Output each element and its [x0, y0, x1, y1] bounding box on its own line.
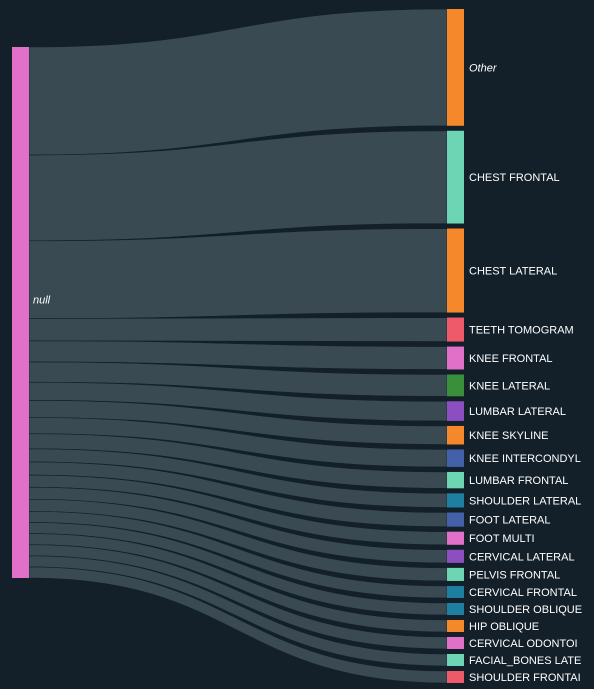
- link-chest-lateral: [28, 228, 448, 319]
- label-cervical-lateral: CERVICAL LATERAL: [469, 551, 575, 563]
- label-shoulder-frontai: SHOULDER FRONTAI: [469, 672, 581, 684]
- label-chest-frontal: CHEST FRONTAL: [469, 172, 560, 184]
- label-foot-multi: FOOT MULTI: [469, 533, 535, 545]
- node-source-null: [12, 47, 29, 578]
- label-cervical-odontoi: CERVICAL ODONTOI: [469, 638, 578, 650]
- node-hip-oblique: [447, 619, 464, 632]
- node-foot-multi: [447, 531, 464, 545]
- node-knee-lateral: [447, 374, 464, 397]
- label-facial-bones-late: FACIAL_BONES LATE: [469, 655, 581, 667]
- node-chest-lateral: [447, 228, 464, 313]
- link-hip-oblique: [28, 533, 448, 633]
- nodes-layer: [12, 9, 464, 683]
- node-lumbar-lateral: [447, 401, 464, 421]
- label-shoulder-lateral: SHOULDER LATERAL: [469, 495, 581, 507]
- link-shoulder-lateral: [28, 448, 448, 508]
- label-knee-lateral: KNEE LATERAL: [469, 380, 550, 392]
- link-knee-skyline: [28, 400, 448, 445]
- links-layer: [28, 8, 448, 684]
- labels-layer: Other CHEST FRONTAL CHEST LATERAL TEETH TOM…: [33, 62, 582, 684]
- link-teeth-tomogram: [28, 317, 448, 342]
- node-shoulder-oblique: [447, 602, 464, 615]
- label-shoulder-oblique: SHOULDER OBLIQUE: [469, 604, 582, 616]
- label-knee-intercondyl: KNEE INTERCONDYL: [469, 453, 581, 465]
- node-knee-intercondyl: [447, 449, 464, 467]
- link-cervical-frontal: [28, 511, 448, 599]
- label-foot-lateral: FOOT LATERAL: [469, 515, 551, 527]
- node-shoulder-frontai: [447, 670, 464, 683]
- node-cervical-frontal: [447, 585, 464, 598]
- label-knee-skyline: KNEE SKYLINE: [469, 430, 548, 442]
- node-foot-lateral: [447, 512, 464, 527]
- node-cervical-odontoi: [447, 636, 464, 649]
- label-knee-frontal: KNEE FRONTAL: [469, 353, 553, 365]
- label-teeth-tomogram: TEETH TOMOGRAM: [469, 325, 574, 337]
- label-other: Other: [469, 62, 498, 74]
- link-shoulder-oblique: [28, 522, 448, 616]
- label-hip-oblique: HIP OBLIQUE: [469, 621, 539, 633]
- node-knee-frontal: [447, 346, 464, 370]
- node-facial-bones-late: [447, 653, 464, 666]
- node-pelvis-frontal: [447, 567, 464, 581]
- label-pelvis-frontal: PELVIS FRONTAL: [469, 569, 560, 581]
- link-knee-lateral: [28, 361, 448, 397]
- label-lumbar-lateral: LUMBAR LATERAL: [469, 406, 566, 418]
- node-cervical-lateral: [447, 549, 464, 563]
- node-other: [447, 9, 464, 126]
- node-shoulder-lateral: [447, 493, 464, 508]
- label-source-null: null: [33, 295, 51, 307]
- node-chest-frontal: [447, 130, 464, 224]
- node-teeth-tomogram: [447, 317, 464, 342]
- label-chest-lateral: CHEST LATERAL: [469, 266, 557, 278]
- label-cervical-frontal: CERVICAL FRONTAL: [469, 587, 577, 599]
- node-lumbar-frontal: [447, 471, 464, 489]
- node-knee-skyline: [447, 425, 464, 445]
- link-knee-intercondyl: [28, 417, 448, 468]
- label-lumbar-frontal: LUMBAR FRONTAL: [469, 475, 568, 487]
